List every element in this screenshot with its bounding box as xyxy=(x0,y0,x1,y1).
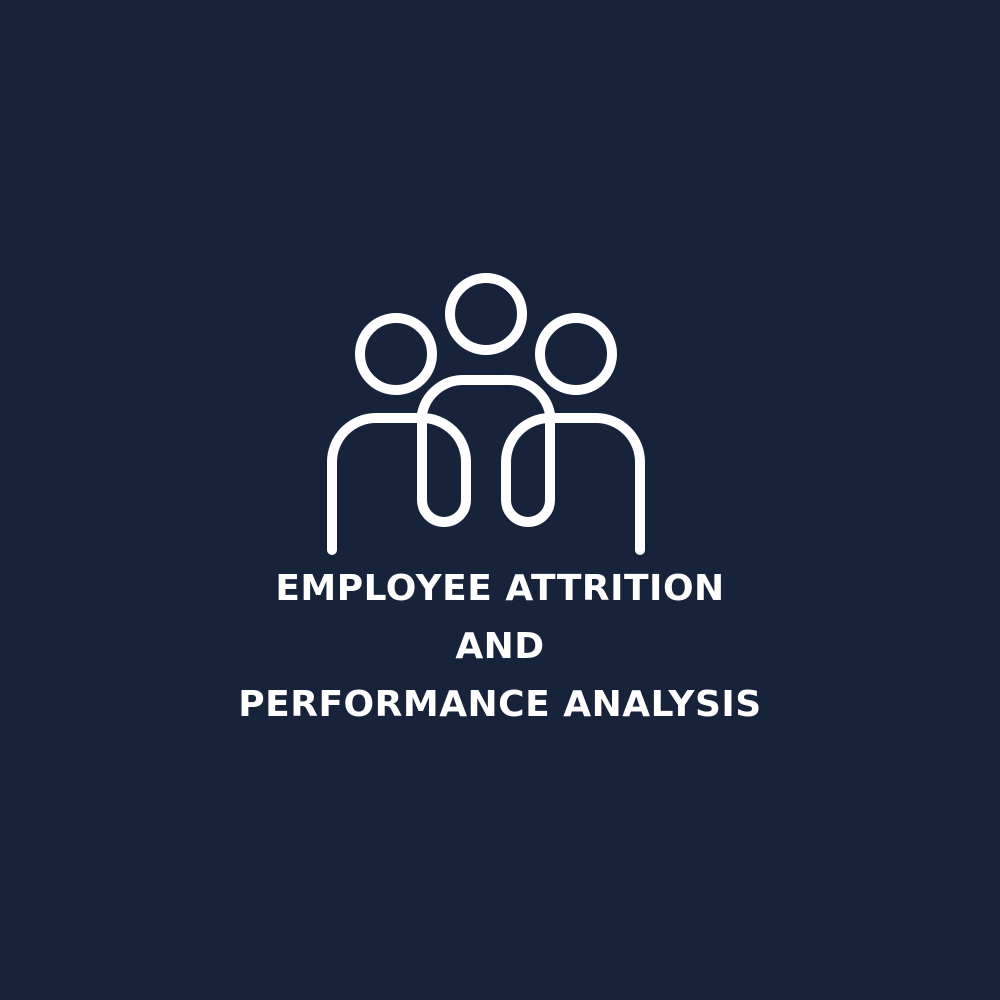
left-person-head-icon xyxy=(355,313,437,395)
center-person-head-icon xyxy=(445,273,527,355)
right-person-body-icon xyxy=(501,409,645,555)
left-person-body-icon xyxy=(327,409,471,555)
cover-title: EMPLOYEE ATTRITION AND PERFORMANCE ANALY… xyxy=(0,560,1000,734)
title-line-3: PERFORMANCE ANALYSIS xyxy=(238,684,762,725)
people-group-icon xyxy=(327,273,645,555)
title-line-1: EMPLOYEE ATTRITION xyxy=(275,568,725,609)
title-line-2: AND xyxy=(455,626,545,667)
center-person-body-icon xyxy=(417,374,555,419)
right-person-head-icon xyxy=(535,313,617,395)
